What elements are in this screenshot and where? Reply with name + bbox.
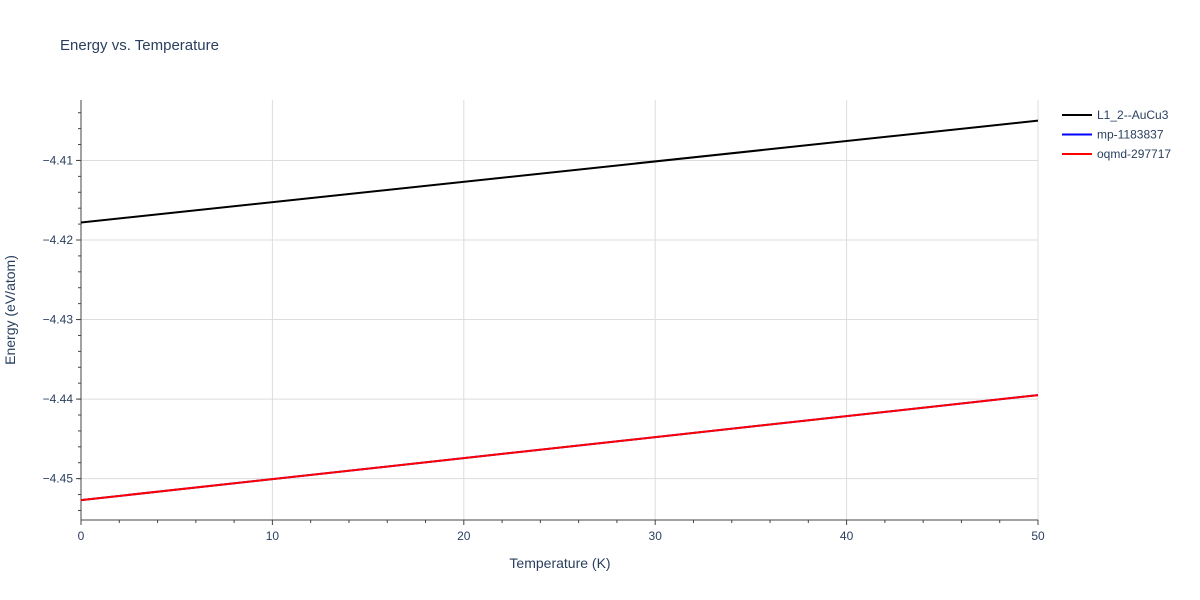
legend-label: mp-1183837 bbox=[1097, 128, 1164, 142]
x-axis-ticks: 0 10 20 30 40 50 bbox=[78, 520, 1045, 543]
grid-lines bbox=[81, 100, 1039, 520]
chart-title: Energy vs. Temperature bbox=[60, 37, 219, 54]
legend: L1_2--AuCu3 mp-1183837 oqmd-297717 bbox=[1062, 108, 1171, 161]
x-tick-label: 50 bbox=[1031, 529, 1045, 543]
y-tick-label: −4.41 bbox=[43, 153, 74, 167]
x-tick-label: 30 bbox=[649, 529, 663, 543]
legend-label: L1_2--AuCu3 bbox=[1097, 108, 1169, 122]
axes bbox=[80, 100, 1038, 521]
series-lines bbox=[80, 119, 1039, 502]
y-axis-ticks: −4.45 −4.44 −4.43 −4.42 −4.41 bbox=[43, 112, 81, 511]
series-line-L1_2--AuCu3 bbox=[80, 119, 1039, 224]
y-tick-label: −4.43 bbox=[43, 313, 74, 327]
y-axis-title: Energy (eV/atom) bbox=[2, 255, 18, 365]
x-tick-label: 40 bbox=[840, 529, 854, 543]
x-tick-label: 0 bbox=[78, 529, 85, 543]
x-axis-title: Temperature (K) bbox=[509, 555, 610, 571]
y-tick-label: −4.45 bbox=[43, 472, 74, 486]
y-tick-label: −4.44 bbox=[43, 392, 74, 406]
y-tick-label: −4.42 bbox=[43, 233, 74, 247]
x-tick-label: 10 bbox=[266, 529, 280, 543]
legend-label: oqmd-297717 bbox=[1097, 147, 1171, 161]
series-line-oqmd-297717 bbox=[80, 394, 1039, 502]
x-tick-label: 20 bbox=[457, 529, 471, 543]
